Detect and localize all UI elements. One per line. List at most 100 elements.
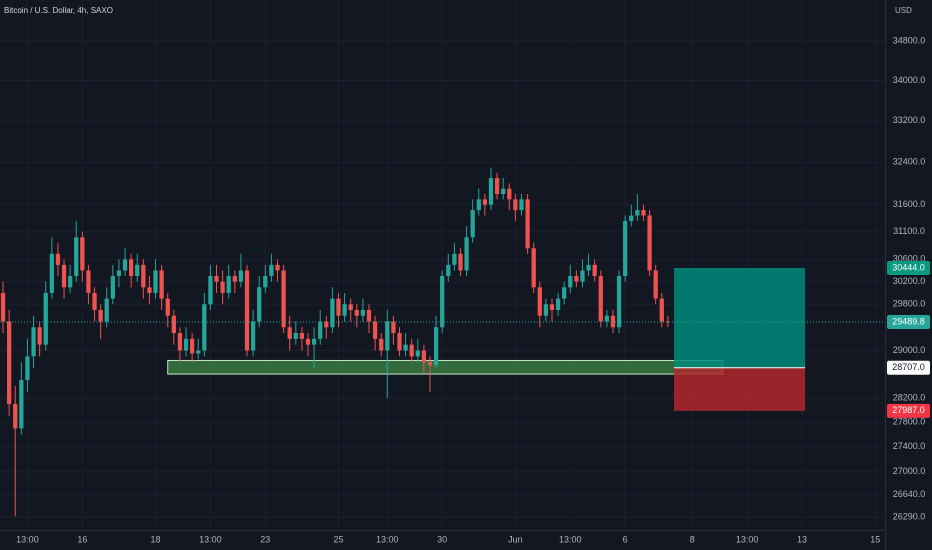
axes: 34800.0 34000.0 33200.0 32400.0 31600.0 31100… bbox=[16, 35, 930, 544]
candle-body bbox=[196, 350, 201, 354]
candle-body bbox=[562, 287, 567, 299]
candle-body bbox=[580, 270, 585, 282]
candle-body bbox=[135, 264, 140, 277]
y-tick-label: 29800.0 bbox=[893, 299, 926, 309]
candle-body bbox=[318, 321, 323, 339]
x-tick-label: 13 bbox=[797, 534, 807, 544]
candle-body bbox=[348, 304, 353, 310]
candle-body bbox=[281, 270, 286, 328]
candle-body bbox=[116, 270, 122, 277]
candle-body bbox=[208, 276, 213, 305]
y-tick-label: 30600.0 bbox=[893, 254, 926, 264]
candle-body bbox=[177, 333, 183, 351]
price-label: 28707.0 bbox=[892, 362, 925, 372]
candle-body bbox=[385, 321, 390, 351]
candle-body bbox=[287, 327, 292, 339]
stop-zone bbox=[673, 367, 806, 411]
price-label-bg bbox=[887, 315, 930, 330]
y-tick-label: 27400.0 bbox=[893, 441, 926, 451]
candle-body bbox=[519, 199, 524, 211]
candle-body bbox=[159, 270, 164, 299]
y-tick-label: 30200.0 bbox=[893, 276, 926, 286]
candle-body bbox=[507, 188, 512, 200]
y-tick-label: 33200.0 bbox=[893, 115, 926, 125]
plot-area bbox=[0, 167, 885, 517]
candle-body bbox=[464, 237, 469, 271]
price-label: 30444.0 bbox=[892, 262, 925, 272]
candle-body bbox=[336, 298, 341, 316]
support-zone bbox=[167, 359, 724, 375]
candle-body bbox=[244, 270, 250, 351]
candle-body bbox=[269, 264, 274, 277]
candle-body bbox=[31, 327, 36, 357]
candle-body bbox=[543, 304, 549, 316]
candle-body bbox=[122, 259, 128, 271]
candle-body bbox=[0, 292, 6, 322]
candle-body bbox=[409, 344, 414, 357]
candle-body bbox=[482, 199, 488, 205]
candle-body bbox=[147, 287, 152, 293]
candle-body bbox=[324, 321, 329, 328]
candle-body bbox=[616, 276, 622, 328]
candle-body bbox=[440, 276, 445, 328]
candle-body bbox=[128, 259, 134, 277]
y-tick-label: 34000.0 bbox=[893, 75, 926, 85]
x-tick-label: 23 bbox=[260, 534, 270, 544]
candle-body bbox=[25, 356, 30, 381]
candle-body bbox=[263, 276, 268, 288]
candle-body bbox=[68, 276, 73, 288]
candle-body bbox=[305, 338, 311, 345]
candle-body bbox=[488, 178, 494, 205]
candle-body bbox=[476, 199, 481, 211]
candle-body bbox=[86, 270, 91, 293]
x-tick-label: 15 bbox=[870, 534, 880, 544]
y-tick-label: 26290.0 bbox=[893, 511, 926, 521]
candle-body bbox=[342, 304, 347, 316]
candle-body bbox=[299, 333, 305, 339]
candle-body bbox=[189, 338, 195, 354]
chart-title: Bitcoin / U.S. Dollar, 4h, SAXO bbox=[4, 6, 113, 15]
candle-body bbox=[501, 188, 506, 195]
candle-body bbox=[641, 210, 646, 216]
x-tick-label: 8 bbox=[690, 534, 695, 544]
candle-body bbox=[92, 292, 97, 310]
price-label-bg bbox=[887, 260, 930, 275]
price-label: 29489.8 bbox=[892, 316, 925, 326]
candle-body bbox=[19, 380, 24, 429]
candle-body bbox=[659, 298, 664, 322]
x-tick-label: Jun bbox=[508, 534, 523, 544]
candle-body bbox=[549, 304, 555, 310]
candle-body bbox=[604, 315, 610, 322]
candle-body bbox=[665, 321, 671, 323]
candle-body bbox=[427, 362, 433, 366]
candle-body bbox=[452, 253, 457, 265]
candle-body bbox=[360, 309, 366, 316]
candle-body bbox=[592, 264, 597, 277]
candle-body bbox=[391, 321, 396, 334]
candle-body bbox=[372, 321, 378, 339]
y-tick-label: 31100.0 bbox=[893, 226, 925, 236]
candle-body bbox=[43, 292, 48, 345]
price-label-bg bbox=[887, 403, 930, 418]
y-tick-label: 32400.0 bbox=[893, 157, 926, 167]
y-tick-label: 27800.0 bbox=[893, 417, 926, 427]
candle-body bbox=[171, 315, 176, 334]
candle-body bbox=[653, 270, 658, 299]
y-tick-label: 29000.0 bbox=[893, 345, 926, 355]
candle-body bbox=[403, 344, 408, 351]
candle-body bbox=[214, 276, 219, 282]
candle-body bbox=[531, 248, 536, 288]
x-tick-label: 13:00 bbox=[376, 534, 399, 544]
currency-label: USD bbox=[895, 6, 912, 15]
x-tick-label: 13:00 bbox=[199, 534, 222, 544]
y-tick-label: 28200.0 bbox=[893, 392, 926, 402]
candle-body bbox=[586, 264, 591, 271]
candle-body bbox=[598, 276, 603, 322]
candle-body bbox=[202, 304, 207, 351]
candle-body bbox=[366, 309, 372, 322]
candle-body bbox=[13, 404, 18, 429]
candle-body bbox=[220, 281, 225, 293]
y-tick-label: 27000.0 bbox=[893, 466, 926, 476]
candle-body bbox=[470, 210, 475, 238]
